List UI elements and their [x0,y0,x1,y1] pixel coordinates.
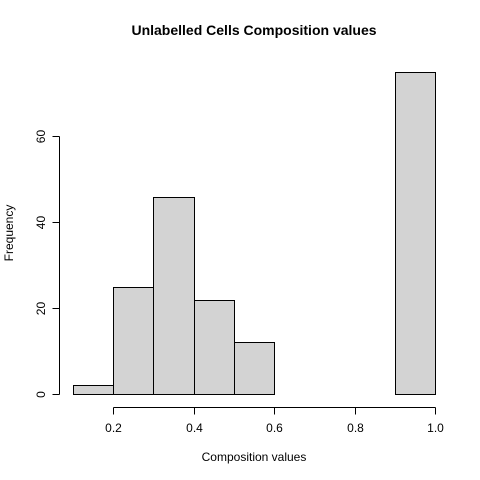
x-tick-label-2: 0.6 [266,421,283,435]
bars-group [73,72,436,395]
x-axis: 0.2 0.4 0.6 0.8 1.0 [105,407,444,435]
x-tick-label-0: 0.2 [105,421,122,435]
y-tick-label-2: 40 [34,216,48,230]
histogram-bar-2 [153,197,195,395]
y-axis: 0 20 40 60 [34,130,60,398]
histogram-bar-4 [234,342,275,395]
y-tick-label-0: 0 [34,391,48,398]
x-axis-label: Composition values [202,450,307,464]
histogram-bar-1 [113,287,154,395]
y-axis-label: Frequency [2,205,16,262]
y-tick-label-3: 60 [34,130,48,144]
x-tick-label-1: 0.4 [186,421,203,435]
x-tick-label-3: 0.8 [347,421,364,435]
histogram-bar-0 [73,385,114,395]
histogram-bar-8 [395,72,436,395]
x-tick-label-4: 1.0 [427,421,444,435]
y-tick-label-1: 20 [34,302,48,316]
histogram-bar-3 [194,300,235,395]
chart-title: Unlabelled Cells Composition values [131,22,376,38]
